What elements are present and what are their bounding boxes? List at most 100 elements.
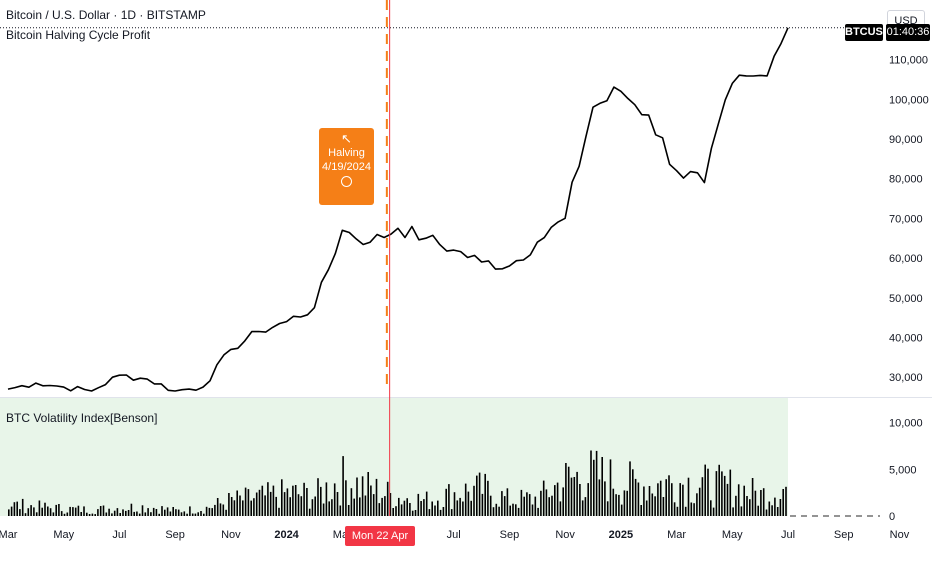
volatility-bar (328, 501, 330, 516)
price-tick-label: 80,000 (889, 174, 923, 186)
volatility-bar (370, 485, 372, 516)
volatility-bar (205, 506, 208, 516)
volatility-bar (97, 509, 99, 516)
volatility-bar (581, 500, 584, 516)
volatility-bar (258, 489, 261, 516)
volatility-bar (620, 504, 623, 516)
volatility-bar (80, 512, 82, 516)
time-tick-label: 2024 (274, 529, 299, 541)
volatility-bar (272, 485, 275, 516)
chart-canvas[interactable]: 30,000 40,000 50,000 60,000 70,000 80,000 90,0… (0, 0, 932, 550)
volatility-bar (186, 513, 188, 516)
volatility-bar (389, 493, 392, 516)
volatility-bar (77, 505, 80, 516)
volatility-bar (297, 494, 300, 516)
volatility-bar (255, 492, 258, 516)
volatility-bar (473, 485, 475, 516)
volatility-bar (556, 482, 559, 516)
volatility-bar (102, 505, 105, 516)
time-tick-label: Jul (781, 529, 795, 541)
volatility-bar (138, 513, 141, 516)
indicator-overlay-title[interactable]: Bitcoin Halving Cycle Profit (6, 28, 151, 42)
volatility-bar (437, 500, 439, 516)
volatility-bar (183, 511, 186, 516)
volatility-bar (489, 495, 492, 516)
volatility-bar (30, 505, 32, 516)
volatility-bar (111, 513, 113, 516)
volatility-bar (693, 503, 695, 516)
volatility-bar (645, 500, 648, 516)
volatility-bar (749, 499, 751, 516)
volatility-bar (464, 483, 467, 516)
volatility-bar (771, 505, 773, 516)
volatility-bar (8, 509, 10, 516)
volatility-bar (690, 502, 693, 516)
volatility-bar (320, 486, 322, 516)
volatility-bar (648, 486, 651, 516)
volatility-bar (428, 509, 431, 516)
volatility-bar (715, 471, 718, 516)
volatility-bar (177, 509, 180, 516)
volatility-bar (737, 484, 740, 516)
volatility-bar (283, 492, 286, 516)
volatility-bar (44, 502, 46, 516)
volatility-bar (127, 510, 130, 516)
volatility-bar (203, 513, 205, 516)
circle-icon (341, 176, 352, 187)
volatility-bar (640, 505, 642, 516)
volatility-bar (88, 514, 91, 516)
volatility-bar (615, 494, 617, 516)
volatility-bar (164, 509, 166, 516)
volatility-bar (515, 504, 517, 516)
volatility-bar (540, 490, 542, 516)
volatility-bar (197, 512, 199, 516)
volatility-bar (359, 497, 361, 516)
volatility-bar (554, 485, 556, 516)
volatility-bar (662, 497, 665, 516)
volatility-bar (147, 508, 149, 516)
volatility-bar (723, 475, 726, 516)
volatility-bar (534, 496, 537, 516)
volatility-bar (726, 483, 729, 516)
volatility-bar (498, 506, 500, 516)
volatility-bar (623, 490, 626, 516)
price-tick-label: 70,000 (889, 213, 923, 225)
volatility-bar (751, 478, 754, 516)
volatility-bar (342, 456, 344, 516)
volatility-bar (150, 512, 152, 516)
volatility-bar (565, 463, 567, 516)
price-tick-label: 90,000 (889, 134, 923, 146)
volatility-bar (710, 500, 712, 516)
price-tick-label: 110,000 (889, 55, 928, 67)
volatility-bar (13, 502, 16, 516)
volatility-bar (567, 466, 570, 516)
volatility-bar (333, 483, 336, 516)
volatility-bar (19, 509, 21, 516)
volatility-bar (531, 504, 534, 516)
volatility-bar (657, 483, 659, 516)
volatility-tick-label: 5,000 (889, 464, 917, 476)
volatility-bar (175, 509, 177, 516)
volatility-bar (682, 484, 684, 516)
volatility-bar (626, 490, 628, 516)
time-tick-label: Mar (0, 529, 18, 541)
price-tick-label: 30,000 (889, 372, 923, 384)
volatility-indicator-title[interactable]: BTC Volatility Index[Benson] (6, 411, 158, 425)
volatility-bar (406, 498, 408, 516)
volatility-bar (434, 505, 436, 516)
volatility-bar (172, 507, 174, 516)
volatility-bar (230, 497, 233, 516)
volatility-bar (757, 505, 759, 516)
volatility-bar (345, 480, 347, 516)
volatility-bar (604, 481, 606, 516)
volatility-bar (478, 472, 481, 516)
volatility-bar (264, 495, 266, 516)
volatility-bar (425, 491, 428, 516)
volatility-bar (701, 477, 704, 516)
volatility-bar (66, 512, 69, 516)
volatility-bar (364, 495, 367, 516)
symbol-badge: BTCUSD (845, 24, 891, 41)
halving-marker[interactable]: ↖ Halving 4/19/2024 (319, 128, 374, 205)
volatility-bar (679, 483, 681, 516)
volatility-bar (417, 493, 420, 516)
